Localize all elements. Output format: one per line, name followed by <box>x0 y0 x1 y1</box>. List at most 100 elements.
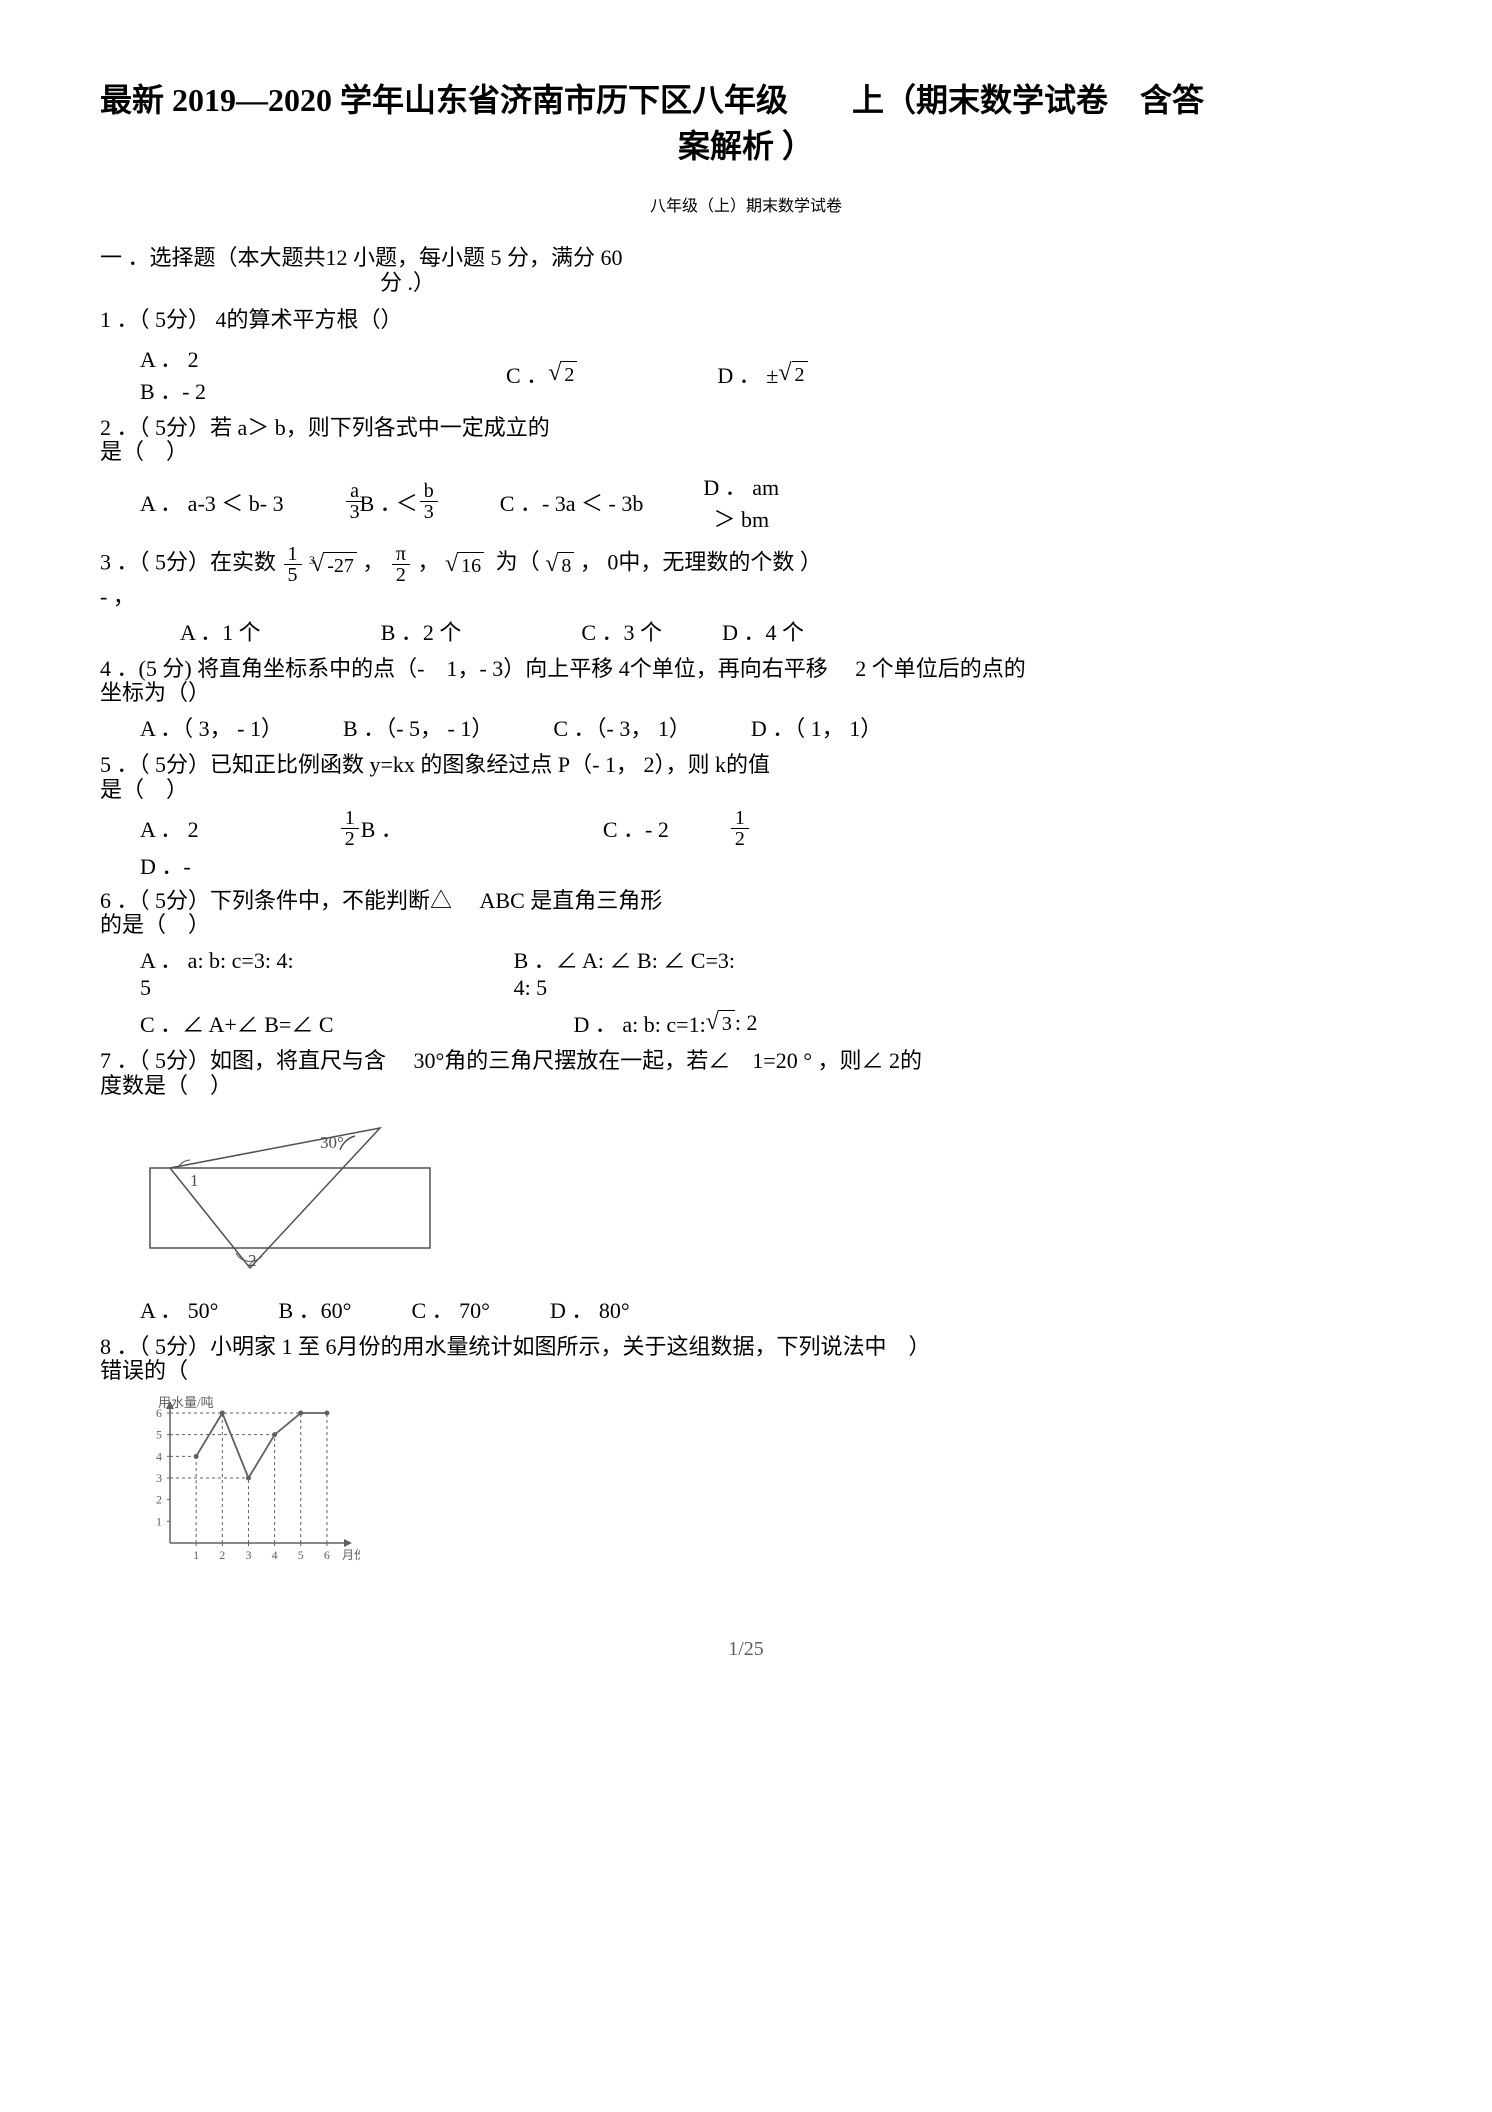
q2-stem: 2 ．（ 5分）若 a＞ b，则下列各式中一定成立的 是（ ） <box>100 416 1392 464</box>
q2-opt-d: D ． am ＞ bm <box>703 470 779 534</box>
q1-d-label: D ． ± <box>717 358 778 390</box>
q2-b-lt: ＜ <box>396 486 418 518</box>
q5-stem-b: 是（ ） <box>100 777 188 802</box>
q7-opt-c: C ． 70° <box>411 1293 489 1325</box>
svg-text:4: 4 <box>156 1450 162 1464</box>
svg-text:4: 4 <box>272 1548 278 1562</box>
q7-options: A ． 50° B ．60° C ． 70° D ． 80° <box>140 1293 1392 1325</box>
q5-opt-d-row2: D ．- <box>140 855 1392 879</box>
sqrt-icon: √3 <box>706 1010 735 1036</box>
fraction-icon: π2 <box>392 544 410 585</box>
q1-stem: 1 ．（ 5分） 4的算术平方根（） <box>100 305 1392 336</box>
cuberoot-icon: 3√-27 <box>309 552 357 577</box>
q7-diagram: 30° 1 2 <box>140 1108 1392 1283</box>
q3-comma2: ， <box>417 549 439 574</box>
q4-options: A ．（ 3， - 1） B ．（- 5， - 1） C ．（- 3， 1） D… <box>140 711 1392 743</box>
q8-stem-a: 8 ．（ 5分）小明家 1 至 6月份的用水量统计如图所示，关于这组数据，下列说… <box>100 1334 931 1359</box>
q2-stem-b: 是（ ） <box>100 439 188 464</box>
q6-d-prefix: D ． a: b: c=1: <box>574 1007 706 1039</box>
q1-opt-c: C ． √2 <box>506 342 577 406</box>
q6-options: A ． a: b: c=3: 4: 5 B ．∠ A: ∠ B: ∠ C=3: … <box>140 943 1392 1039</box>
q5-options: A ． 2 12 B ． C ．- 2 12 <box>140 808 1392 849</box>
svg-text:6: 6 <box>156 1406 162 1420</box>
q6-opt-c: C ．∠ A+∠ B=∠ C <box>140 1007 334 1039</box>
angle-30-label: 30° <box>320 1133 344 1152</box>
q4-stem: 4 ．(5 分) 将直角坐标系中的点（- 1，- 3）向上平移 4个单位，再向右… <box>100 657 1392 705</box>
angle-1-label: 1 <box>190 1171 199 1190</box>
q7-opt-b: B ．60° <box>278 1293 351 1325</box>
q3-options: A ．1 个 B ．2 个 C ．3 个 D ．4 个 <box>140 615 1392 647</box>
q6-a-b: 5 <box>140 975 294 1001</box>
sqrt-icon: √16 <box>445 552 484 577</box>
q8-stem-b: 错误的（ <box>100 1358 188 1383</box>
fraction-icon: 15 <box>284 544 302 585</box>
q7-stem: 7 ．（ 5分）如图，将直尺与含 30°角的三角尺摆放在一起，若∠ 1=20 °… <box>100 1049 1392 1097</box>
q6-d-suffix: : 2 <box>735 1010 758 1036</box>
q1-opt-a: A ． 2 <box>140 342 206 374</box>
q2-options: A ． a-3 ＜ b- 3 a3 B ． ＜ b3 C ．- 3a ＜ - 3… <box>140 470 1392 534</box>
q3-tail: ， 0中，无理数的个数 ） <box>580 549 822 574</box>
q7-stem-a: 7 ．（ 5分）如图，将直尺与含 30°角的三角尺摆放在一起，若∠ 1=20 °… <box>100 1048 922 1073</box>
sqrt-icon: √2 <box>548 361 577 387</box>
q6-a-a: A ． a: b: c=3: 4: <box>140 943 294 975</box>
q6-stem-b: 的是（ ） <box>100 912 210 937</box>
q6-opt-a: A ． a: b: c=3: 4: 5 <box>140 943 294 1001</box>
water-usage-chart-icon: 用水量/吨123456123456月份 <box>140 1393 360 1573</box>
q2-opt-c: C ．- 3a ＜ - 3b <box>500 470 644 534</box>
section-1-heading-b: 分 .） <box>380 270 435 295</box>
exam-page: 最新 2019—2020 学年山东省济南市历下区八年级 上（期末数学试卷 含答 … <box>0 0 1492 1701</box>
q6-b-a: B ．∠ A: ∠ B: ∠ C=3: <box>514 943 735 975</box>
q3-opt-d: D ．4 个 <box>722 615 804 647</box>
svg-text:3: 3 <box>156 1471 162 1485</box>
q2-stem-a: 2 ．（ 5分）若 a＞ b，则下列各式中一定成立的 <box>100 415 550 440</box>
q5-opt-b: 12 B ． <box>339 808 403 849</box>
page-number: 1/25 <box>100 1638 1392 1661</box>
q4-stem-a: 4 ．(5 分) 将直角坐标系中的点（- 1，- 3）向上平移 4个单位，再向右… <box>100 656 1026 681</box>
svg-text:1: 1 <box>193 1548 199 1562</box>
q7-stem-b: 度数是（ ） <box>100 1073 232 1098</box>
q1-opt-b: B ．- 2 <box>140 374 206 406</box>
q2-d-a: D ． am <box>703 470 779 502</box>
q3-stem: 3 ．（ 5分）在实数 15 3√-27 ， π2 ， √16 为（ √8 ， … <box>100 544 1392 609</box>
q6-b-b: 4: 5 <box>514 975 735 1001</box>
q1-c-label: C ． <box>506 358 548 390</box>
q6-stem: 6 ．（ 5分）下列条件中，不能判断△ ABC 是直角三角形 的是（ ） <box>100 889 1392 937</box>
q4-opt-d: D ．（ 1， 1） <box>751 711 882 743</box>
svg-text:5: 5 <box>156 1428 162 1442</box>
q5-opt-a: A ． 2 <box>140 808 199 849</box>
q4-stem-b: 坐标为（） <box>100 680 210 705</box>
doc-title: 最新 2019—2020 学年山东省济南市历下区八年级 上（期末数学试卷 含答 … <box>100 80 1392 167</box>
q6-stem-a: 6 ．（ 5分）下列条件中，不能判断△ ABC 是直角三角形 <box>100 888 662 913</box>
svg-text:5: 5 <box>298 1548 304 1562</box>
q1-opt-d: D ． ± √2 <box>717 342 807 406</box>
q3-stem-b: - ， <box>100 584 135 609</box>
svg-text:1: 1 <box>156 1515 162 1529</box>
svg-text:2: 2 <box>156 1493 162 1507</box>
section-1-heading-a: 一 ．选择题（本大题共12 小题，每小题 5 分，满分 60 <box>100 245 623 270</box>
svg-text:月份: 月份 <box>342 1548 360 1562</box>
q5-stem-a: 5 ．（ 5分）已知正比例函数 y=kx 的图象经过点 P（- 1， 2），则 … <box>100 752 770 777</box>
q8-chart: 用水量/吨123456123456月份 <box>140 1393 1392 1578</box>
fraction-icon: b3 <box>420 481 438 522</box>
q3-comma1: ， <box>362 549 384 574</box>
q5-opt-d: 12 <box>729 808 751 849</box>
svg-text:2: 2 <box>219 1548 225 1562</box>
q5-d-prefix: D ．- <box>140 854 191 879</box>
q7-opt-d: D ． 80° <box>550 1293 630 1325</box>
q4-opt-b: B ．（- 5， - 1） <box>343 711 493 743</box>
q5-b-prefix: B ． <box>361 812 403 844</box>
title-line-2: 案解析 ） <box>100 126 1392 168</box>
svg-text:6: 6 <box>324 1548 330 1562</box>
svg-text:3: 3 <box>245 1548 251 1562</box>
triangle-ruler-icon: 30° 1 2 <box>140 1108 440 1278</box>
q3-mid: 为（ <box>496 549 540 574</box>
doc-subtitle: 八年级（上）期末数学试卷 <box>616 197 876 216</box>
q5-opt-c: C ．- 2 <box>603 808 669 849</box>
q2-d-b: ＞ bm <box>713 502 769 534</box>
sqrt-icon: √8 <box>545 552 574 577</box>
q3-opt-a: A ．1 个 <box>180 615 261 647</box>
q6-opt-b: B ．∠ A: ∠ B: ∠ C=3: 4: 5 <box>514 943 735 1001</box>
q4-opt-c: C ．（- 3， 1） <box>553 711 691 743</box>
q5-stem: 5 ．（ 5分）已知正比例函数 y=kx 的图象经过点 P（- 1， 2），则 … <box>100 753 1392 801</box>
q3-opt-c: C ．3 个 <box>581 615 662 647</box>
